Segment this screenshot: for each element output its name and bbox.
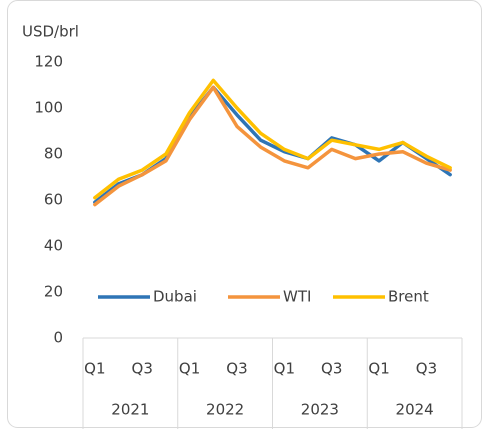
x-tick-label: Q1 xyxy=(368,360,389,378)
x-tick-label: Q3 xyxy=(416,360,437,378)
legend-label: Dubai xyxy=(153,288,197,306)
x-tick-label: Q3 xyxy=(321,360,342,378)
line-series xyxy=(93,85,452,207)
year-label: 2021 xyxy=(111,401,149,419)
year-label: 2024 xyxy=(396,401,434,419)
y-tick-label: 120 xyxy=(34,53,63,71)
year-label: 2022 xyxy=(206,401,244,419)
chart-frame xyxy=(7,0,482,428)
y-tick-label: 0 xyxy=(53,329,63,347)
y-axis-label: USD/brl xyxy=(22,23,79,41)
x-tick-label: Q1 xyxy=(179,360,200,378)
x-tick-label: Q1 xyxy=(274,360,295,378)
x-tick-label: Q1 xyxy=(84,360,105,378)
y-tick-label: 80 xyxy=(44,145,63,163)
year-label: 2023 xyxy=(301,401,339,419)
y-tick-label: 60 xyxy=(44,191,63,209)
line-series xyxy=(93,78,452,200)
x-tick-label: Q3 xyxy=(226,360,247,378)
x-tick-label: Q3 xyxy=(132,360,153,378)
legend-label: WTI xyxy=(283,288,311,306)
y-tick-label: 100 xyxy=(34,99,63,117)
legend-label: Brent xyxy=(388,288,429,306)
y-tick-label: 40 xyxy=(44,237,63,255)
y-tick-label: 20 xyxy=(44,283,63,301)
